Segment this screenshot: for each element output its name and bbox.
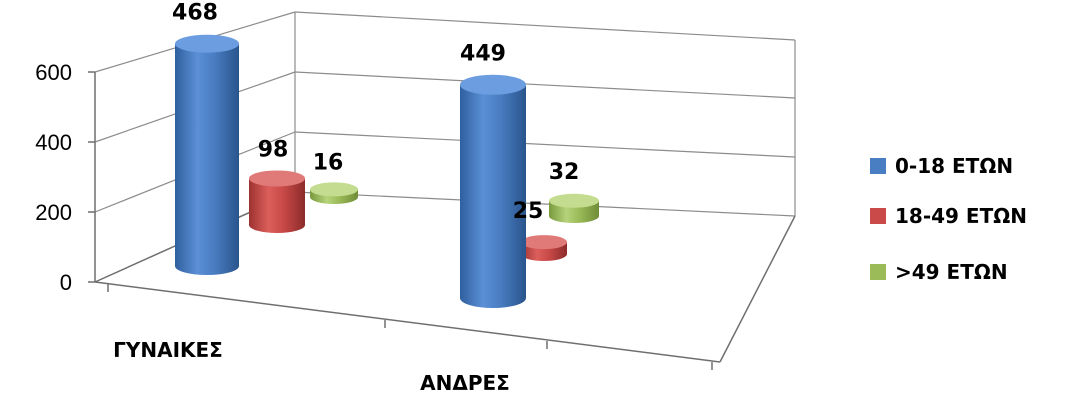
data-label: 25 xyxy=(513,199,544,224)
data-label: 468 xyxy=(172,1,218,26)
x-category-label: ΑΝΔΡΕΣ xyxy=(420,371,510,395)
legend-label: 18-49 ΕΤΩΝ xyxy=(895,204,1027,228)
bar-2-1 xyxy=(549,193,599,223)
y-axis: 600 400 200 0 xyxy=(35,60,95,295)
bar-0-0 xyxy=(175,34,239,276)
y-tick-label: 200 xyxy=(35,200,72,225)
x-axis: ΓΥΝΑΙΚΕΣ ΑΝΔΡΕΣ xyxy=(107,284,713,395)
bars xyxy=(175,34,599,308)
bar-1-1 xyxy=(521,235,567,261)
bar-2-0 xyxy=(310,182,358,204)
bar-0-1 xyxy=(460,74,526,308)
legend-swatch-red xyxy=(870,208,886,224)
data-label: 32 xyxy=(549,160,580,185)
y-tick-label: 400 xyxy=(35,130,72,155)
data-label: 98 xyxy=(258,137,289,162)
legend-label: >49 ΕΤΩΝ xyxy=(895,260,1008,284)
legend-swatch-blue xyxy=(870,158,886,174)
x-category-label: ΓΥΝΑΙΚΕΣ xyxy=(113,338,223,362)
bar-1-0 xyxy=(249,170,305,233)
data-label: 16 xyxy=(313,150,344,175)
legend-swatch-green xyxy=(870,264,886,280)
legend: 0-18 ΕΤΩΝ 18-49 ΕΤΩΝ >49 ΕΤΩΝ xyxy=(870,154,1027,284)
legend-label: 0-18 ΕΤΩΝ xyxy=(895,154,1013,178)
y-tick-label: 600 xyxy=(35,60,72,85)
y-tick-label: 0 xyxy=(60,270,72,295)
data-label: 449 xyxy=(460,42,506,67)
